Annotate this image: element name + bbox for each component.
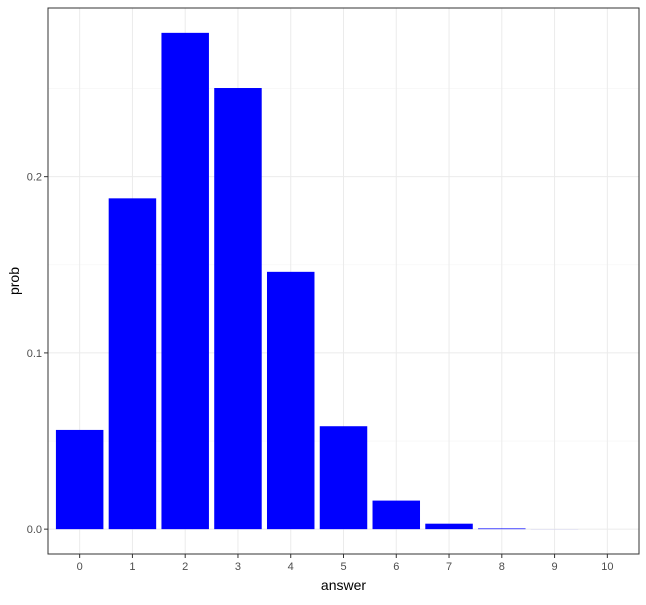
y-axis-title: prob bbox=[6, 267, 22, 295]
x-tick-label: 7 bbox=[446, 561, 452, 573]
bar-3 bbox=[214, 88, 261, 529]
x-tick-label: 6 bbox=[393, 561, 399, 573]
x-tick-label: 10 bbox=[601, 561, 613, 573]
bar-2 bbox=[161, 33, 208, 529]
x-tick-label: 9 bbox=[552, 561, 558, 573]
y-tick-label: 0.2 bbox=[27, 172, 42, 184]
x-tick-label: 1 bbox=[129, 561, 135, 573]
bar-8 bbox=[478, 528, 525, 529]
x-tick-label: 8 bbox=[499, 561, 505, 573]
y-tick-label: 0.1 bbox=[27, 348, 42, 360]
bar-1 bbox=[109, 198, 156, 529]
bar-4 bbox=[267, 272, 314, 529]
y-tick-label: 0.0 bbox=[27, 524, 42, 536]
x-tick-label: 3 bbox=[235, 561, 241, 573]
x-tick-label: 2 bbox=[182, 561, 188, 573]
x-axis: 0 1 2 3 4 5 6 7 8 9 10 bbox=[77, 554, 614, 573]
y-axis: 0.0 0.1 0.2 bbox=[27, 172, 48, 536]
x-tick-label: 5 bbox=[340, 561, 346, 573]
bar-0 bbox=[56, 430, 103, 529]
x-axis-title: answer bbox=[321, 577, 366, 593]
x-tick-label: 0 bbox=[77, 561, 83, 573]
bar-7 bbox=[425, 524, 472, 529]
bar-6 bbox=[373, 501, 420, 530]
x-tick-label: 4 bbox=[288, 561, 294, 573]
bar-5 bbox=[320, 426, 367, 529]
